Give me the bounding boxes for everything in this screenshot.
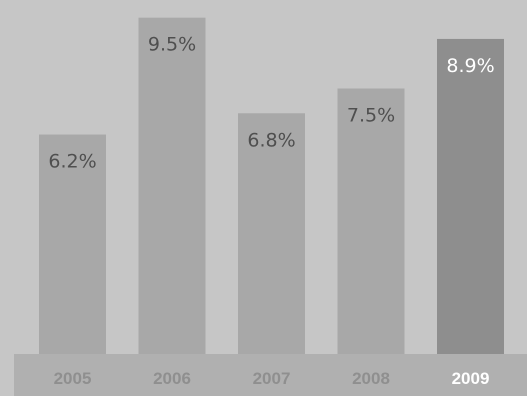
value-label-2008: 7.5% bbox=[347, 105, 395, 127]
value-label-2009: 8.9% bbox=[446, 55, 494, 77]
x-tick-labels-group: 2005 2006 2007 2008 2009 bbox=[54, 369, 490, 388]
axis-band bbox=[14, 354, 527, 396]
x-tick-label-2005: 2005 bbox=[54, 369, 92, 388]
value-label-2006: 9.5% bbox=[148, 34, 196, 56]
x-tick-label-2006: 2006 bbox=[153, 369, 191, 388]
value-labels-group: 6.2% 9.5% 6.8% 7.5% 8.9% bbox=[48, 34, 494, 173]
value-label-2007: 6.8% bbox=[247, 129, 295, 151]
bar-2009 bbox=[437, 38, 504, 354]
value-label-2005: 6.2% bbox=[48, 151, 96, 173]
x-tick-label-2007: 2007 bbox=[253, 369, 291, 388]
bar-2007 bbox=[238, 113, 305, 354]
x-tick-label-2009: 2009 bbox=[452, 369, 490, 388]
x-tick-label-2008: 2008 bbox=[352, 369, 390, 388]
bars-group bbox=[39, 17, 504, 354]
bar-2008 bbox=[337, 88, 405, 354]
bar-2005 bbox=[39, 134, 106, 354]
bar-2006 bbox=[138, 17, 206, 354]
